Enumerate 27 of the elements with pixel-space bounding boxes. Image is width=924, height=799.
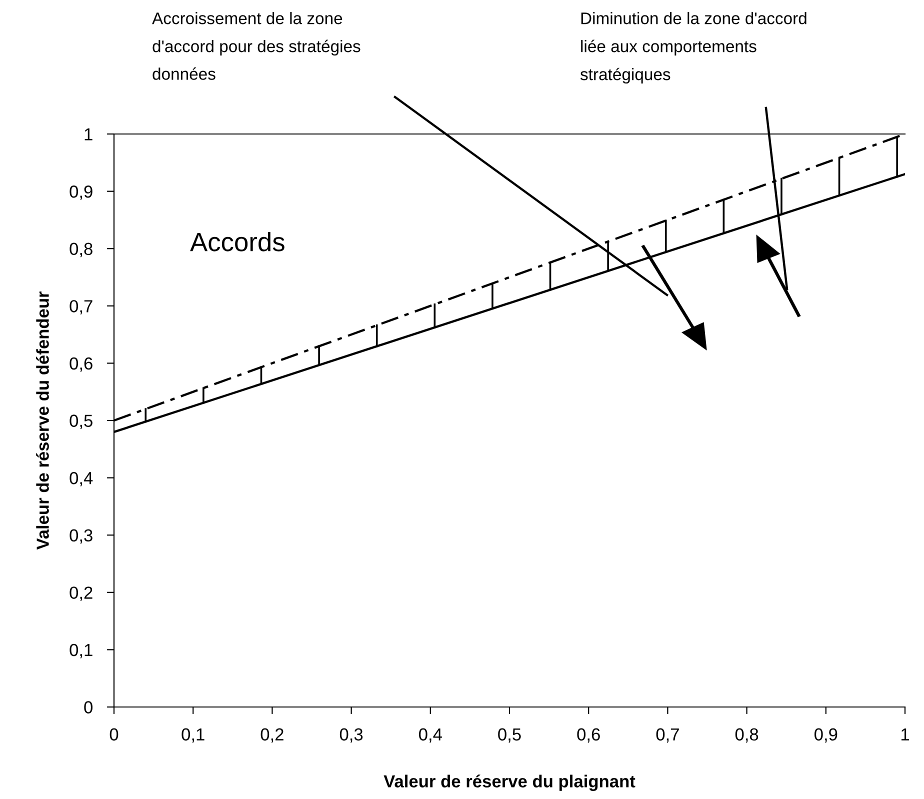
x-tick-label: 0,2 bbox=[260, 728, 284, 743]
x-tick-label: 0,5 bbox=[498, 728, 521, 743]
x-tick-label: 1 bbox=[901, 728, 909, 740]
text: Accroissement de la zone d'accord pour des stratégies données bbox=[152, 12, 360, 80]
x-tick-label: 0,1 bbox=[182, 728, 204, 743]
y-tick-label: 0,7 bbox=[70, 300, 92, 314]
text: Diminution de la zone d'accord liée aux comportements stratégiques bbox=[580, 12, 806, 84]
y-tick-label: 0 bbox=[84, 701, 92, 714]
y-tick-label: 0,4 bbox=[70, 472, 93, 486]
y-tick-label: 0,2 bbox=[70, 586, 92, 601]
y-tick-label: 0,8 bbox=[70, 242, 92, 258]
x-tick-label: 0,3 bbox=[340, 728, 363, 743]
x-tick-label: 0,7 bbox=[656, 728, 679, 743]
x-tick-label: 0,8 bbox=[735, 728, 758, 743]
x-tick-label: 0,9 bbox=[814, 728, 838, 743]
y-tick-label: 0,6 bbox=[70, 357, 92, 372]
x-tick-label: 0 bbox=[110, 728, 118, 741]
x-tick-label: 0,4 bbox=[419, 728, 442, 743]
y-tick-label: 0,1 bbox=[70, 644, 92, 658]
x-tick-label: 0,6 bbox=[577, 728, 600, 743]
y-tick-label: 1 bbox=[84, 128, 92, 140]
y-tick-label: 0,3 bbox=[70, 529, 92, 544]
annotation: Accords bbox=[190, 232, 284, 252]
y-tick-label: 0,5 bbox=[70, 414, 92, 430]
y-axis-title: Valeur de réserve du défendeur bbox=[36, 291, 49, 550]
x-axis-title: Valeur de réserve du plaignant bbox=[384, 774, 636, 791]
y-tick-label: 0,9 bbox=[70, 185, 92, 200]
